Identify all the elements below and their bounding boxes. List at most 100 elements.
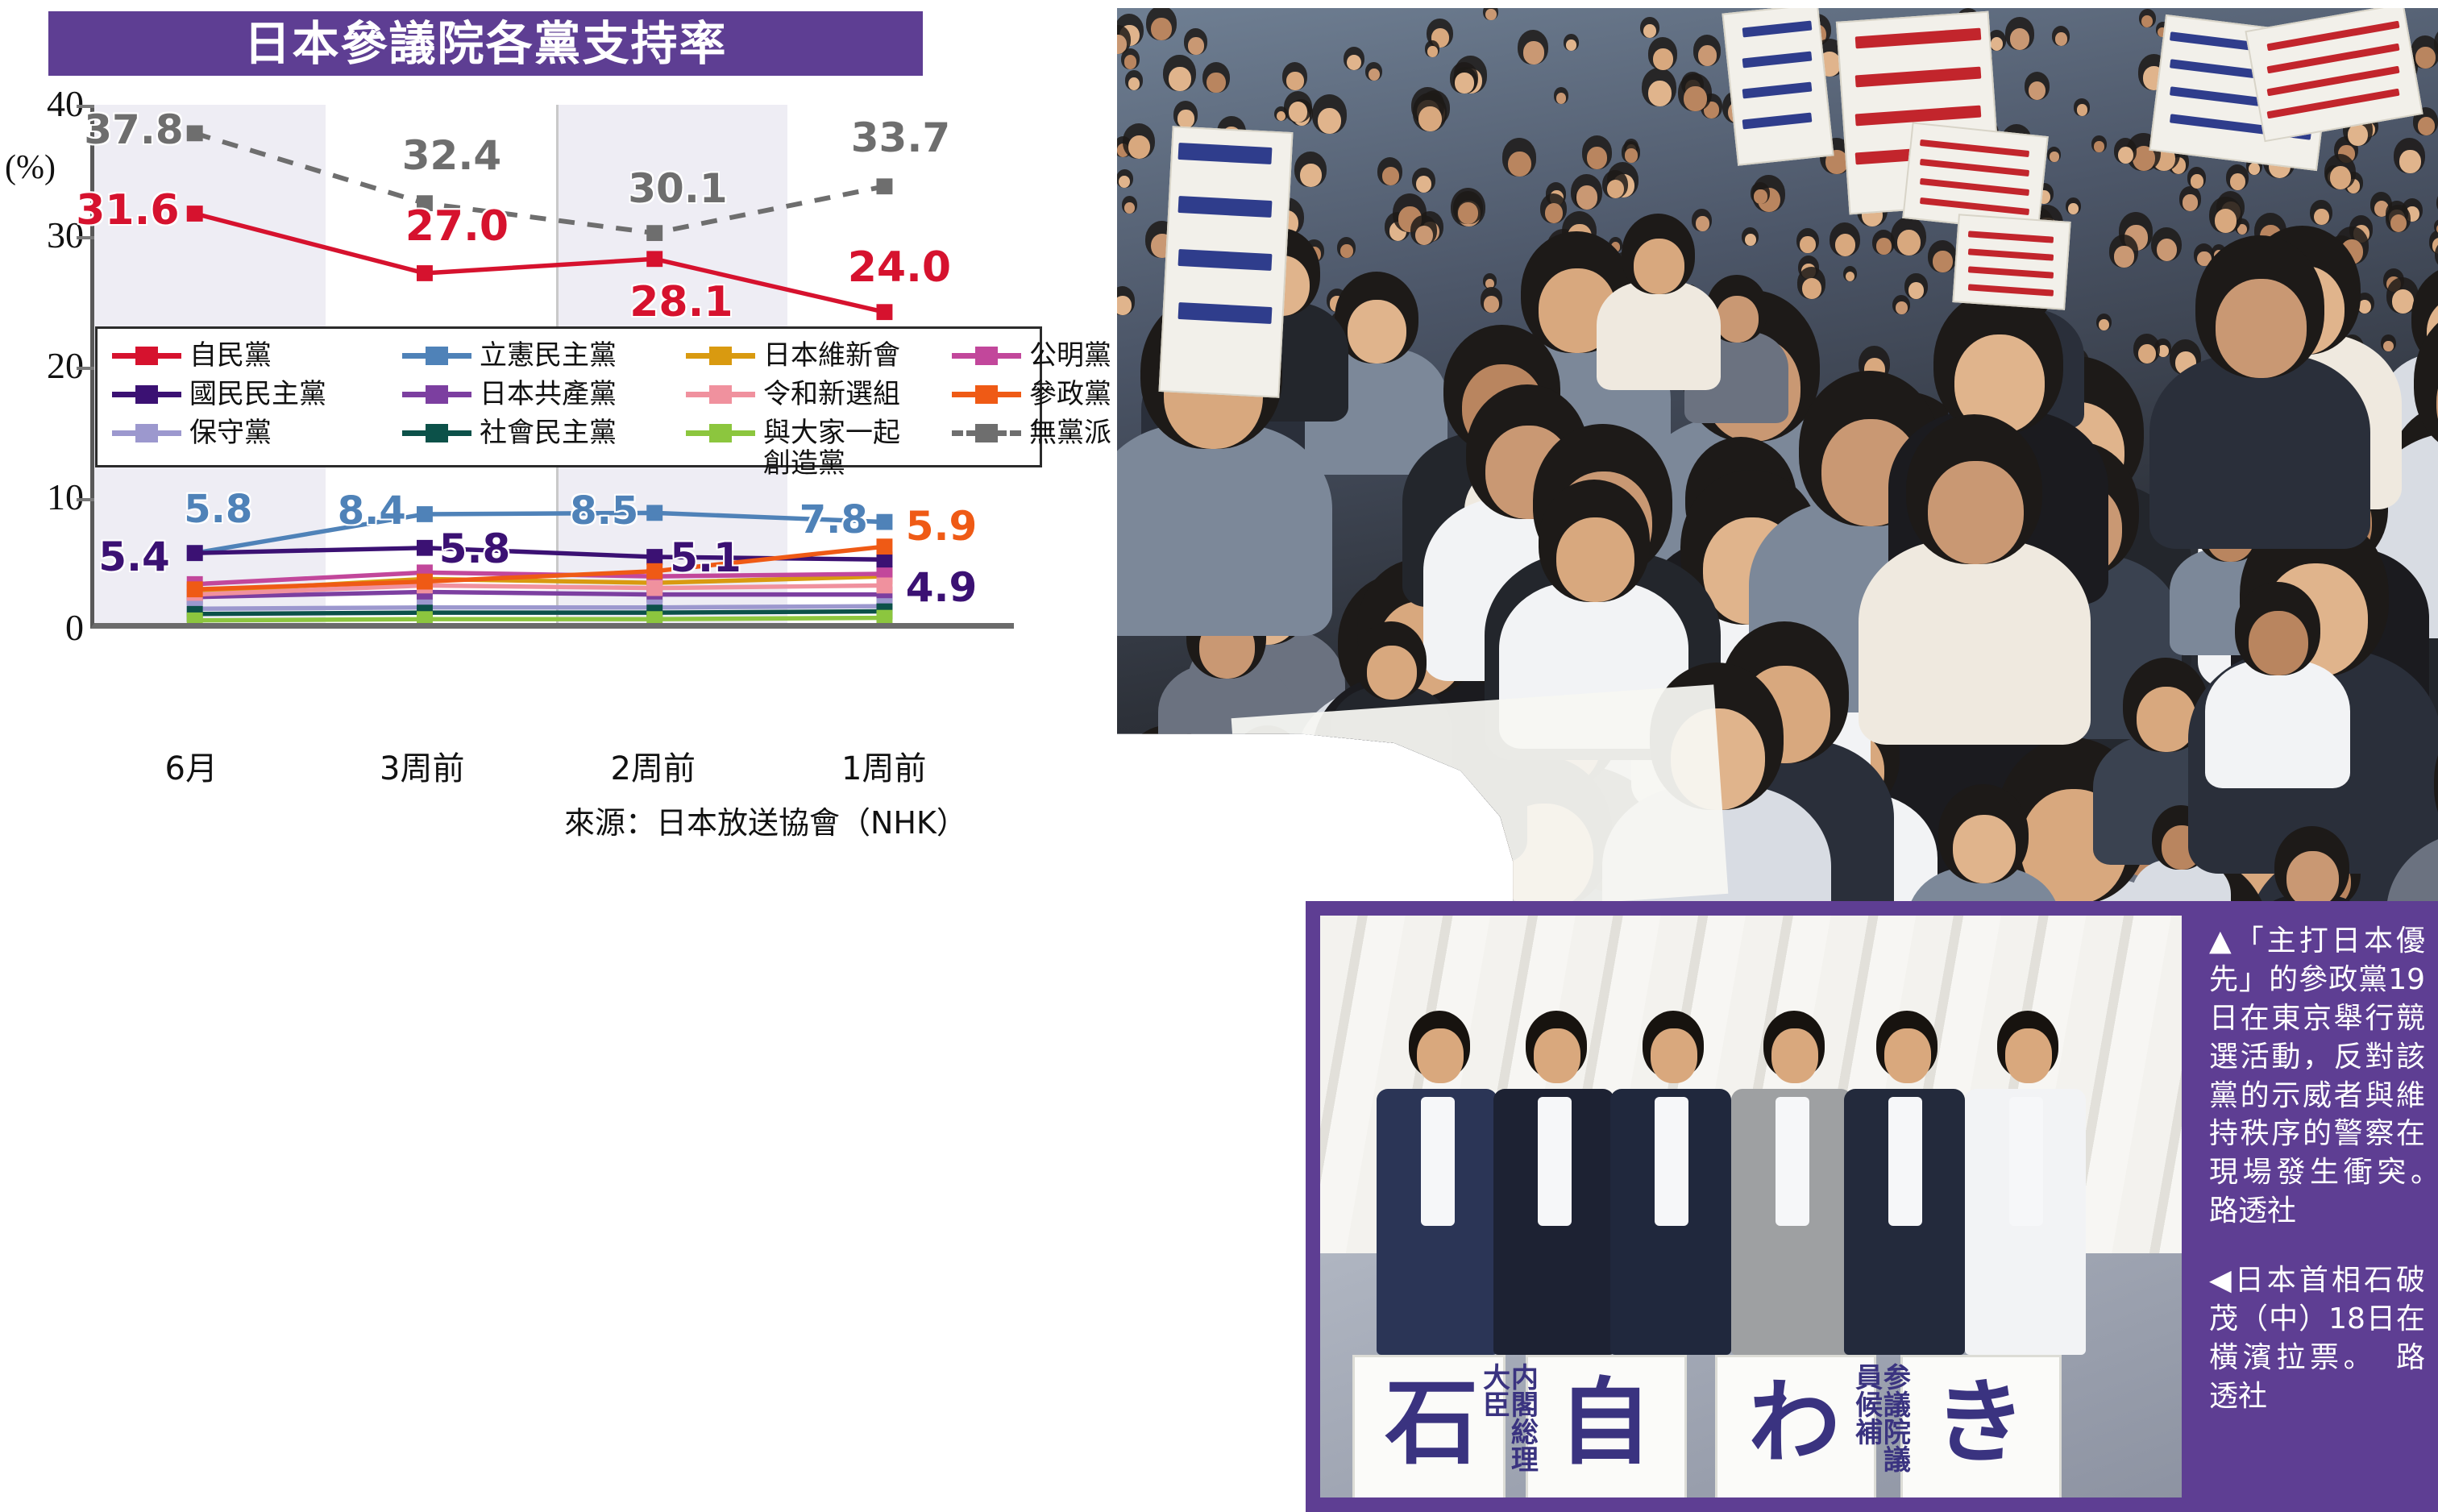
data-label-dpp-2: 5.8: [439, 529, 511, 569]
crowd-figure-body: [1859, 540, 2091, 745]
series-marker: [876, 577, 892, 593]
crowd-figure-face: [1124, 55, 1137, 69]
crowd-figure-face: [2392, 289, 2415, 314]
data-label-none-4: 33.7: [851, 118, 950, 158]
crowd-figure-face: [2183, 194, 2198, 210]
legend-label: 無黨派: [1029, 417, 1111, 448]
crowd-figure: [1128, 835, 1238, 927]
chart-panel: 日本參議院各黨支持率 (%) 0 10 20 30 40 37.8 32.4 30.1 33.…: [0, 0, 1128, 774]
crowd-figure: [1140, 776, 1219, 862]
legend-item[interactable]: 自民黨: [112, 340, 402, 371]
politician-face: [2005, 1028, 2052, 1083]
legend-label: 參政黨: [1029, 379, 1111, 409]
legend-item[interactable]: 立憲民主黨: [402, 340, 686, 371]
crowd-figure-face: [1188, 37, 1204, 55]
crowd-figure-body: [1597, 281, 1721, 391]
legend-marker-icon: [112, 417, 181, 448]
crowd-figure-face: [2249, 611, 2308, 675]
crowd-figure-face: [1716, 296, 1759, 343]
series-marker: [646, 563, 662, 579]
series-line: [195, 214, 885, 312]
crowd-figure-face: [2055, 32, 2067, 45]
caption-campaign: ◀日本首相石破茂（中）18日在橫濱拉票。 路透社: [2209, 1261, 2425, 1416]
crowd-figure-face: [2114, 246, 2134, 268]
crowd-figure-face: [1653, 48, 1673, 70]
legend-item[interactable]: 參政黨: [952, 379, 1145, 409]
series-line: [195, 513, 885, 553]
series-marker: [187, 206, 203, 222]
politician-face: [1771, 1028, 1818, 1083]
y-tickmark: [77, 367, 94, 370]
crowd-figure-face: [1908, 282, 1924, 299]
y-tick-0: 0: [0, 609, 84, 646]
legend-item[interactable]: 令和新選組: [686, 379, 952, 409]
crowd-figure-face: [2118, 147, 2133, 164]
legend-label: 立憲民主黨: [480, 340, 617, 371]
series-marker: [646, 505, 662, 521]
data-label-none-2: 32.4: [402, 135, 501, 176]
politician-face: [1534, 1028, 1580, 1083]
crowd-figure-face: [1897, 230, 1921, 255]
legend-item[interactable]: 公明黨: [952, 340, 1145, 371]
caption-protest: ▲「主打日本優先」的參政黨19日在東京舉行競選活動，反對該黨的示威者與維持秩序的…: [2209, 922, 2425, 1231]
legend-label: 令和新選組: [763, 379, 900, 409]
legend-label: 與大家一起 創造黨: [763, 417, 900, 479]
crowd-figure-face: [1523, 41, 1544, 64]
legend-item[interactable]: 社會民主黨: [402, 417, 686, 448]
legend-item[interactable]: 無黨派: [952, 417, 1145, 448]
legend-marker-icon: [952, 340, 1021, 371]
campaign-sign-subtext: 参議院議員候補: [1852, 1363, 1908, 1497]
politician-shirt: [1421, 1097, 1455, 1226]
data-label-ldp-3: 28.1: [629, 281, 733, 323]
legend-item[interactable]: 日本維新會: [686, 340, 952, 371]
crowd-figure-face: [1648, 81, 1672, 106]
campaign-sign-text: 自: [1548, 1373, 1643, 1466]
data-label-cdp-1: 5.8: [184, 490, 252, 529]
crowd-figure-face: [1928, 461, 2024, 565]
series-line: [195, 612, 885, 614]
crowd-figure-face: [2230, 173, 2245, 190]
crowd-figure-face: [2215, 209, 2237, 233]
crowd-figure-face: [1382, 167, 1399, 185]
legend-item[interactable]: 保守黨: [112, 417, 402, 448]
series-marker: [876, 538, 892, 555]
legend-marker-icon: [686, 417, 755, 448]
data-label-cdp-3: 8.5: [570, 492, 638, 530]
legend-marker-icon: [686, 340, 755, 371]
legend-item[interactable]: 日本共產黨: [402, 379, 686, 409]
crowd-figure-face: [1634, 239, 1684, 294]
crowd-figure-face: [2216, 279, 2307, 377]
legend-item[interactable]: 國民民主黨: [112, 379, 402, 409]
crowd-figure-face: [1153, 803, 1207, 862]
protest-photo-artwork: [1117, 8, 2438, 927]
legend-item[interactable]: 與大家一起 創造黨: [686, 417, 952, 479]
crowd-figure-body: [1208, 790, 1327, 895]
legend-marker-icon: [952, 417, 1021, 448]
crowd-figure-face: [1177, 110, 1194, 127]
source-note: 來源：日本放送協會（NHK）: [564, 798, 967, 842]
series-marker: [417, 574, 433, 590]
series-marker: [417, 265, 433, 281]
politician-face: [1651, 1028, 1697, 1083]
politician-face: [1884, 1028, 1931, 1083]
crowd-figure-face: [1745, 234, 1756, 246]
series-line: [195, 133, 885, 233]
crowd-figure-face: [1696, 216, 1709, 231]
y-tickmark: [77, 105, 94, 108]
crowd-figure-body: [1117, 849, 1246, 927]
politician-shirt: [1538, 1097, 1572, 1226]
crowd-figure-face: [1933, 251, 1953, 272]
crowd-figure-face: [1289, 102, 1308, 123]
crowd-figure-face: [1754, 189, 1767, 204]
x-tick-label: 1周前: [820, 753, 949, 785]
caption-column: ▲「主打日本優先」的參政黨19日在東京舉行競選活動，反對該黨的示威者與維持秩序的…: [2196, 901, 2438, 1512]
crowd-figure-face: [2050, 152, 2058, 162]
campaign-photo-artwork: 石自わき内閣総理大臣 参議院議員候補: [1320, 916, 2182, 1497]
crowd-figure-body: [1117, 803, 1239, 927]
campaign-photo: 石自わき内閣総理大臣 参議院議員候補: [1306, 901, 2196, 1512]
y-tick-30: 30: [0, 217, 84, 254]
data-label-ldp-1: 31.6: [76, 189, 179, 231]
crowd-figure-face: [1684, 86, 1707, 111]
legend-label: 自民黨: [189, 340, 272, 371]
crowd-figure-face: [1145, 873, 1223, 927]
